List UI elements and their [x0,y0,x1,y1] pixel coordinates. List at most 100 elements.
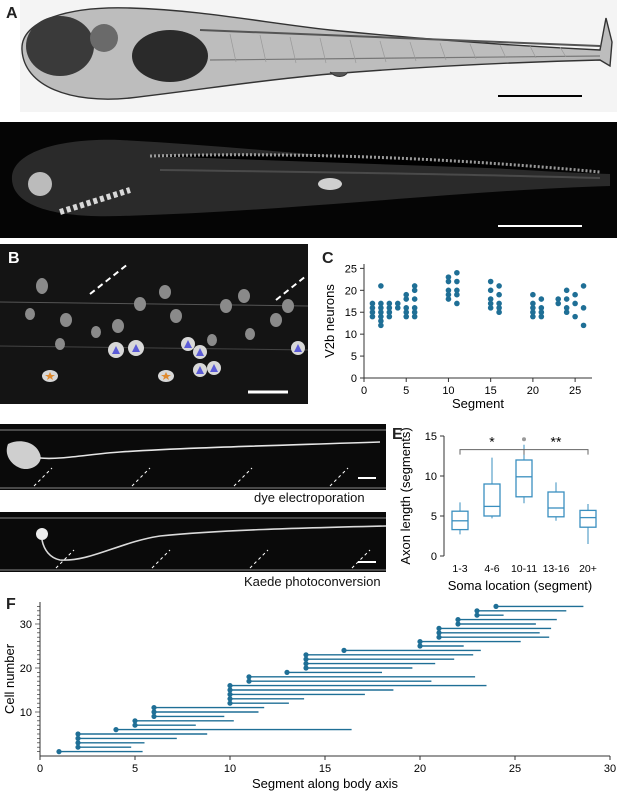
data-point [538,305,545,311]
data-point [530,309,536,316]
cell-soma-point [75,731,81,737]
data-point [580,305,587,311]
x-tick-label: 4-6 [484,563,499,575]
cell-soma-point [227,683,233,689]
y-tick-label: 10 [425,471,437,483]
cell-soma-point [417,643,423,649]
x-tick-label: 5 [132,763,138,775]
data-point [496,291,502,298]
data-point [454,287,460,294]
cell-soma-point [227,691,233,697]
cell-soma-point [493,603,499,609]
cell-soma-point [113,727,119,733]
data-point [445,296,452,302]
cell-soma-point [132,718,138,724]
significance-bracket [523,449,589,455]
y-tick-label: 25 [345,263,357,275]
data-point [454,291,460,298]
x-tick-label: 13-16 [543,563,570,575]
larva-brightfield-image [20,0,617,112]
data-point [411,305,418,311]
panel-label-c: C [322,250,334,267]
x-tick-label: 0 [361,385,367,397]
data-point [411,313,418,320]
data-point [386,309,393,316]
cell-soma-point [151,713,157,719]
data-point [378,305,384,311]
data-point [411,283,418,289]
data-point [580,283,587,289]
data-point [563,296,570,302]
x-axis-title: Soma location (segment) [448,578,593,593]
cell-soma-point [341,647,347,653]
data-point [378,283,384,289]
data-point [454,300,460,307]
data-point [538,309,545,316]
data-point [378,309,384,316]
cell-soma-point [436,634,442,640]
data-point [369,305,376,311]
data-point [572,300,578,307]
y-tick-label: 10 [345,329,357,341]
x-tick-label: 15 [319,763,331,775]
data-point [496,300,502,307]
box-iqr [515,459,533,498]
kaede-photoconversion-image [0,512,386,572]
significance-bracket [459,449,525,455]
cell-soma-point [227,700,233,706]
cell-soma-point [436,625,442,631]
data-point [403,313,410,320]
data-point [369,309,376,316]
data-point [411,287,418,294]
x-axis-title: Segment along body axis [252,776,398,791]
chart-cell-axon-spans: 0 5 10 15 20 25 30 10 20 30 Segment along body axi… [2,602,616,791]
data-point [496,283,502,289]
data-point [555,300,562,307]
data-point [394,305,401,311]
data-point [403,291,410,298]
data-point [454,278,460,285]
box-iqr [579,509,597,528]
x-tick-label: 10 [224,763,236,775]
x-tick-label: 25 [569,385,581,397]
data-point [580,322,587,329]
data-point [403,309,410,316]
cell-soma-point [303,652,309,658]
data-point [394,300,401,307]
x-tick-label: 10-11 [511,563,537,575]
cell-soma-point [284,669,290,675]
data-point [386,305,393,311]
data-point [378,322,384,329]
data-point [563,287,570,294]
data-point [563,305,570,311]
panel-label-b: B [8,250,20,267]
cell-soma-point [246,678,252,684]
y-axis-title: Cell number [2,643,17,714]
y-tick-label: 5 [351,351,357,363]
x-tick-label: 5 [403,385,409,397]
panel-label-e: E [392,426,403,443]
cell-soma-point [303,665,309,671]
y-tick-label: 30 [20,619,32,631]
data-point [445,274,452,280]
v2b-neurons-micrograph [0,244,308,404]
data-point [454,269,460,276]
data-point [555,296,562,302]
data-point [538,296,545,302]
box-iqr [483,483,501,517]
y-tick-label: 15 [425,431,437,443]
y-axis-title: V2b neurons [322,284,337,358]
panel-label-f: F [6,596,16,613]
kaede-photoconversion-caption: Kaede photoconversion [244,574,381,589]
cell-soma-point [56,749,62,755]
data-point [496,305,502,311]
cell-soma-point [436,630,442,636]
data-point [530,313,536,320]
significance-label: ** [551,434,562,450]
data-point [445,287,452,294]
x-tick-label: 30 [604,763,616,775]
cell-soma-point [151,709,157,715]
data-point [378,313,384,320]
data-point [530,291,536,298]
